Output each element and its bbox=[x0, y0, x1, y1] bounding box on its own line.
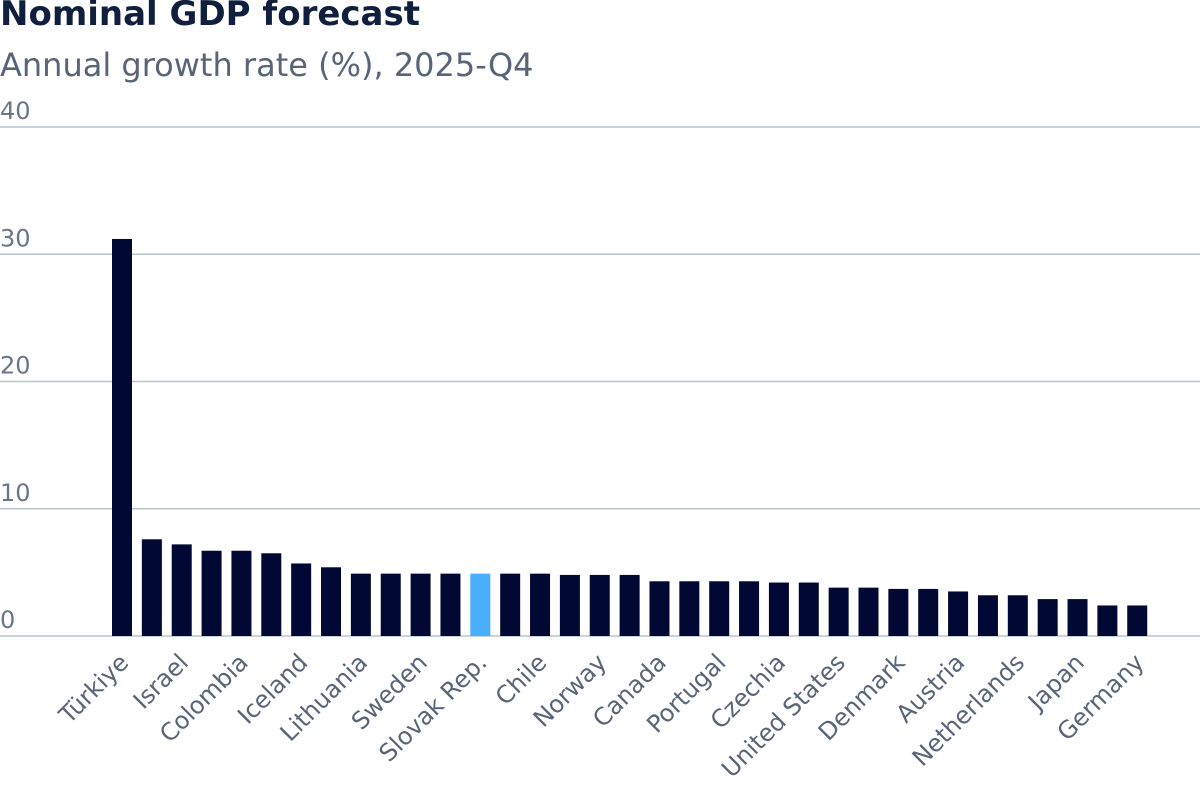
bar bbox=[828, 587, 849, 636]
bar bbox=[559, 574, 580, 636]
bar bbox=[619, 574, 640, 636]
bar bbox=[918, 588, 939, 636]
y-tick-label: 30 bbox=[0, 224, 31, 252]
bar bbox=[739, 581, 760, 636]
y-tick-label: 10 bbox=[0, 479, 31, 507]
x-axis-labels: TürkiyeIsraelColombiaIcelandLithuaniaSwe… bbox=[53, 648, 1150, 783]
bar bbox=[530, 573, 551, 636]
bar bbox=[500, 573, 521, 636]
bar bbox=[888, 588, 909, 636]
grid-layer: 0 10 20 30 40 bbox=[0, 97, 1200, 637]
bar bbox=[1067, 599, 1088, 636]
bar bbox=[798, 582, 819, 636]
bar bbox=[261, 553, 282, 636]
bar bbox=[410, 573, 431, 636]
y-tick-label: 40 bbox=[0, 97, 31, 125]
bar bbox=[679, 581, 700, 636]
y-tick-label: 0 bbox=[0, 606, 15, 634]
bar bbox=[291, 563, 312, 636]
bar bbox=[1127, 605, 1148, 636]
bar bbox=[858, 587, 879, 636]
y-tick-label: 20 bbox=[0, 352, 31, 380]
bar bbox=[977, 595, 998, 636]
chart-title: Nominal GDP forecast bbox=[0, 0, 420, 34]
bar bbox=[380, 573, 401, 636]
bar bbox=[141, 539, 162, 636]
bar-layer bbox=[112, 238, 1148, 637]
bar bbox=[470, 573, 491, 636]
bar bbox=[321, 567, 342, 636]
bar bbox=[201, 550, 222, 636]
bar bbox=[649, 581, 670, 636]
bar bbox=[350, 573, 371, 636]
bar bbox=[1007, 595, 1028, 636]
bar bbox=[768, 582, 789, 636]
chart-subtitle: Annual growth rate (%), 2025-Q4 bbox=[0, 46, 534, 84]
bar bbox=[1097, 605, 1118, 636]
x-tick-label: Türkiye bbox=[53, 648, 134, 729]
bar bbox=[231, 550, 252, 636]
bar bbox=[709, 581, 730, 636]
bar bbox=[171, 544, 192, 636]
bar bbox=[112, 238, 132, 637]
bar bbox=[589, 574, 610, 636]
bar bbox=[1037, 599, 1058, 636]
bar bbox=[440, 573, 461, 636]
bar bbox=[948, 591, 969, 636]
